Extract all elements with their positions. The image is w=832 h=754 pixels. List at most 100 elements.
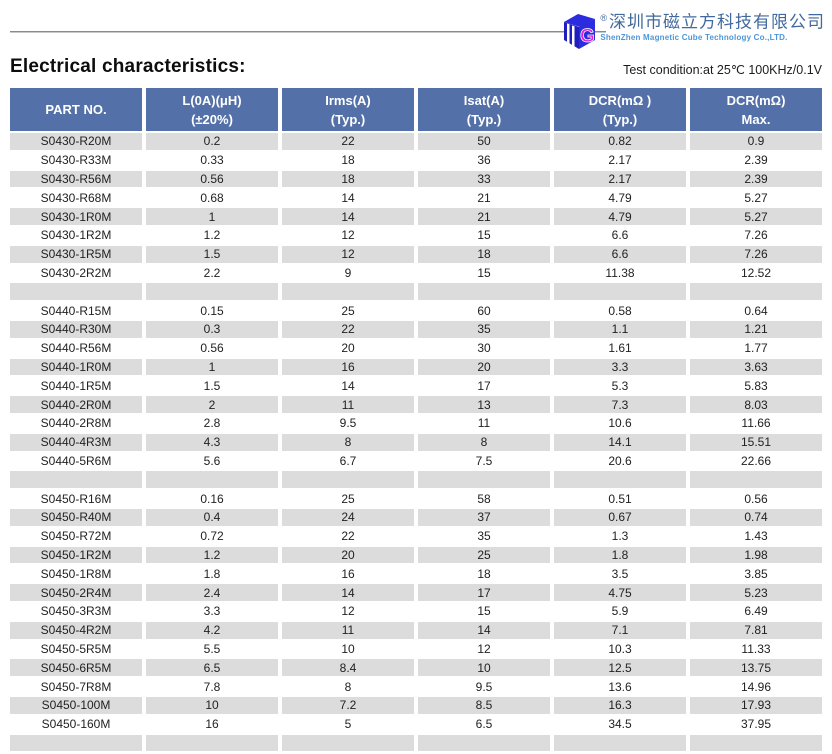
cell-dcr-max: 2.39 <box>744 153 768 168</box>
table-row: S0450-100M 10 7.2 8.5 16.3 17.93 <box>10 696 822 714</box>
header-line: (Typ.) <box>602 111 638 127</box>
cell-inductance: 0.56 <box>200 341 224 356</box>
cell-inductance: 0.72 <box>200 529 224 544</box>
cell-part-no: S0440-R15M <box>40 303 112 318</box>
cell-dcr-typ: 1.61 <box>608 341 632 356</box>
table-header-row: PART NO. L(0A)(μH) (±20%) Irms(A) (Typ.) I… <box>10 88 822 131</box>
table-row: S0440-2R0M 2 11 13 7.3 8.03 <box>10 396 822 413</box>
cell-dcr-max: 0.9 <box>690 133 822 150</box>
table-row: S0450-R16M 0.16 25 58 0.51 0.56 <box>10 490 822 507</box>
header-line: (Typ.) <box>330 111 366 127</box>
cell-isat: 7.5 <box>475 453 493 468</box>
cell-part-no: S0450-1R8M <box>40 566 112 581</box>
cell-isat: 15 <box>477 228 491 243</box>
spacer-row <box>10 283 822 301</box>
cell-dcr-typ: 3.5 <box>611 566 629 581</box>
cell-isat: 8 <box>418 433 550 451</box>
cell-part-no: S0440-4R3M <box>10 433 142 451</box>
table-row: S0440-5R6M 5.6 6.7 7.5 20.6 22.66 <box>10 453 822 470</box>
cell-isat: 17 <box>418 584 550 601</box>
cell-dcr-typ: 16.3 <box>554 696 686 714</box>
spacer-cell <box>690 283 822 301</box>
cell-part-no: S0450-R40M <box>10 508 142 526</box>
spacer-cell <box>146 734 278 752</box>
cell-part-no: S0450-7R8M <box>40 679 112 694</box>
cell-isat: 20 <box>418 358 550 376</box>
cell-isat: 37 <box>418 508 550 526</box>
table-row: S0440-R15M 0.15 25 60 0.58 0.64 <box>10 302 822 319</box>
cell-irms: 14 <box>341 190 355 205</box>
cell-isat: 10 <box>418 659 550 677</box>
cell-irms: 18 <box>341 153 355 168</box>
cell-part-no: S0430-R68M <box>40 190 112 205</box>
cell-isat: 13 <box>418 396 550 413</box>
cell-inductance: 3.3 <box>203 604 221 619</box>
cell-dcr-typ: 10.6 <box>608 416 632 431</box>
cell-isat: 25 <box>418 546 550 564</box>
cell-inductance: 16 <box>205 717 219 732</box>
spacer-cell <box>282 471 414 489</box>
page-title: Electrical characteristics: <box>10 56 246 77</box>
cell-irms: 25 <box>341 303 355 318</box>
table-row: S0440-4R3M 4.3 8 8 14.1 15.51 <box>10 433 822 451</box>
cell-dcr-max: 1.43 <box>744 529 768 544</box>
cell-dcr-typ: 34.5 <box>608 717 632 732</box>
cell-inductance: 2.8 <box>203 416 221 431</box>
spacer-cell <box>10 471 142 489</box>
cell-irms: 22 <box>282 320 414 338</box>
cell-part-no: S0440-1R0M <box>10 358 142 376</box>
spacer-cell <box>690 471 822 489</box>
cell-dcr-typ: 0.67 <box>554 508 686 526</box>
spacer-cell <box>146 471 278 489</box>
cell-isat: 18 <box>477 566 491 581</box>
table-row: S0450-1R2M 1.2 20 25 1.8 1.98 <box>10 546 822 564</box>
table-row: S0450-R40M 0.4 24 37 0.67 0.74 <box>10 508 822 526</box>
cell-irms: 16 <box>282 358 414 376</box>
cell-inductance: 1.2 <box>146 546 278 564</box>
cell-irms: 20 <box>282 546 414 564</box>
cell-inductance: 2.2 <box>203 265 221 280</box>
cell-inductance: 1.5 <box>146 245 278 263</box>
header-line: Max. <box>741 111 771 127</box>
cell-dcr-typ: 4.75 <box>554 584 686 601</box>
cube-logo-icon: G <box>564 14 595 49</box>
cell-part-no: S0450-R72M <box>40 529 112 544</box>
cell-isat: 60 <box>477 303 491 318</box>
test-condition: Test condition:at 25℃ 100KHz/0.1V <box>623 63 822 77</box>
cell-dcr-max: 3.63 <box>690 358 822 376</box>
cell-irms: 7.2 <box>282 696 414 714</box>
company-name-cn: ®深圳市磁立方科技有限公司 <box>600 12 825 32</box>
cell-dcr-max: 11.66 <box>741 416 771 431</box>
cell-inductance: 0.2 <box>146 133 278 150</box>
cell-irms: 8 <box>282 433 414 451</box>
cell-part-no: S0450-100M <box>10 696 142 714</box>
cell-part-no: S0430-R56M <box>10 170 142 188</box>
cell-irms: 8 <box>344 679 352 694</box>
cell-irms: 24 <box>282 508 414 526</box>
cell-dcr-max: 8.03 <box>690 396 822 413</box>
spacer-row <box>10 471 822 489</box>
cell-dcr-max: 7.26 <box>690 245 822 263</box>
cell-part-no: S0450-4R2M <box>10 621 142 639</box>
spacer-cell <box>282 734 414 752</box>
company-name-en: ShenZhen Magnetic Cube Technology Co.,LT… <box>600 32 788 42</box>
cell-dcr-max: 1.77 <box>744 341 768 356</box>
table-row: S0440-2R8M 2.8 9.5 11 10.6 11.66 <box>10 415 822 432</box>
cell-part-no: S0450-160M <box>41 717 111 732</box>
cell-irms: 14 <box>282 208 414 225</box>
table-row: S0450-5R5M 5.5 10 12 10.3 11.33 <box>10 641 822 658</box>
header-part-no: PART NO. <box>10 88 142 131</box>
table-row: S0450-R72M 0.72 22 35 1.3 1.43 <box>10 528 822 545</box>
header-line: PART NO. <box>45 102 107 117</box>
cell-irms: 10 <box>341 641 355 656</box>
cell-part-no: S0440-5R6M <box>40 453 112 468</box>
cell-isat: 15 <box>477 265 491 280</box>
cell-part-no: S0440-2R0M <box>10 396 142 413</box>
spacer-cell <box>554 734 686 752</box>
cell-dcr-max: 2.39 <box>690 170 822 188</box>
cell-inductance: 5.6 <box>203 453 221 468</box>
cell-irms: 25 <box>341 491 355 506</box>
header-dcr-typ: DCR(mΩ ) (Typ.) <box>554 88 686 131</box>
cell-irms: 9 <box>344 265 352 280</box>
